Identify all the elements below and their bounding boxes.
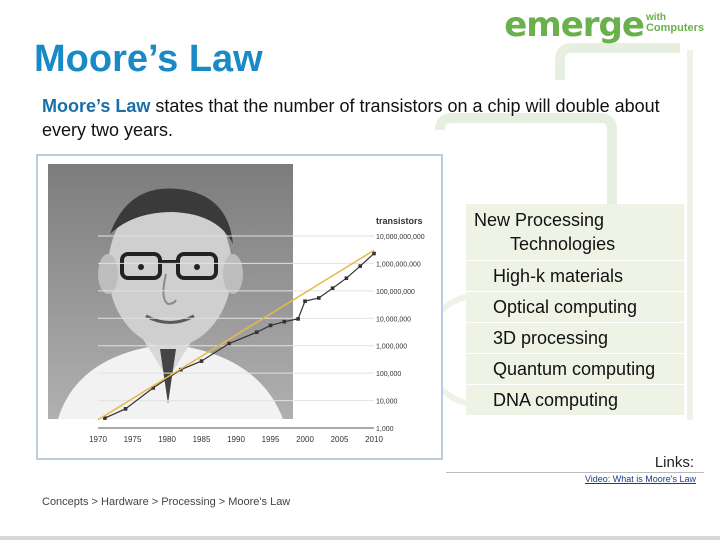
y-tick-label: 1,000,000 xyxy=(376,344,407,351)
intro-term: Moore’s Law xyxy=(42,96,151,116)
panel-heading: New Processing Technologies xyxy=(466,204,684,261)
moores-law-figure: 1970 1975 1980 1985 1990 1995 2000 2005 2010 1,00… xyxy=(36,154,443,460)
breadcrumb-hardware[interactable]: Hardware xyxy=(101,496,149,508)
data-point xyxy=(296,317,300,321)
data-point xyxy=(254,330,259,335)
logo-with: with xyxy=(645,12,666,23)
data-point xyxy=(199,359,204,363)
data-point xyxy=(372,251,376,256)
slide-title: Moore’s Law xyxy=(34,38,263,80)
breadcrumb-moores-law[interactable]: Moore's Law xyxy=(228,496,291,508)
links-divider xyxy=(446,472,704,473)
logo-wordmark: emerge xyxy=(504,5,645,45)
y-tick-label: 100,000,000 xyxy=(376,289,415,296)
data-point xyxy=(317,296,321,300)
tech-item-dna: DNA computing xyxy=(466,385,684,416)
logo-computers: Computers xyxy=(645,22,704,34)
breadcrumb: Concepts > Hardware > Processing > Moore… xyxy=(42,496,290,508)
breadcrumb-concepts[interactable]: Concepts xyxy=(42,496,89,508)
data-point xyxy=(358,264,362,268)
breadcrumb-separator: > xyxy=(148,496,162,508)
tech-item-high-k: High-k materials xyxy=(466,261,684,292)
x-tick-label: 1980 xyxy=(158,435,176,444)
y-tick-label: 10,000,000 xyxy=(376,316,411,323)
emerge-logo: emerge with Computers xyxy=(504,6,704,46)
x-tick-label: 2010 xyxy=(365,435,383,444)
y-tick-label: 1,000 xyxy=(376,426,394,433)
y-tick-label: 1,000,000,000 xyxy=(376,261,421,268)
data-point xyxy=(151,386,155,390)
transistor-count-line xyxy=(104,253,375,419)
logo-tagline: with Computers xyxy=(646,12,704,34)
tech-item-optical: Optical computing xyxy=(466,292,684,323)
transistor-chart: 1970 1975 1980 1985 1990 1995 2000 2005 2010 1,00… xyxy=(89,216,425,444)
y-tick-label: 10,000 xyxy=(376,399,398,406)
data-point xyxy=(227,341,231,346)
new-technologies-panel: New Processing Technologies High-k mater… xyxy=(466,204,684,416)
data-point xyxy=(303,299,307,303)
breadcrumb-separator: > xyxy=(88,496,102,508)
data-point xyxy=(268,323,273,328)
x-tick-label: 1990 xyxy=(227,435,245,444)
y-tick-label: 100,000 xyxy=(376,371,401,378)
x-tick-label: 1975 xyxy=(124,435,142,444)
panel-heading-line2: Technologies xyxy=(510,234,616,254)
trend-line xyxy=(97,249,375,421)
links-label: Links: xyxy=(654,454,694,471)
intro-body: states that the number of transistors on… xyxy=(42,96,660,140)
tech-item-quantum: Quantum computing xyxy=(466,354,684,385)
breadcrumb-processing[interactable]: Processing xyxy=(161,496,216,508)
intro-text: Moore’s Law states that the number of tr… xyxy=(42,94,692,142)
video-link[interactable]: Video: What is Moore's Law xyxy=(584,474,696,484)
x-tick-label: 2005 xyxy=(331,435,349,444)
y-axis-label: transistors xyxy=(376,216,423,226)
data-point xyxy=(344,276,349,280)
footer-bar xyxy=(0,536,720,540)
data-point xyxy=(330,286,335,290)
y-tick-label: 10,000,000,000 xyxy=(376,234,425,241)
data-point xyxy=(123,407,128,411)
x-tick-label: 1970 xyxy=(89,435,107,444)
x-tick-label: 1985 xyxy=(193,435,211,444)
x-tick-label: 2000 xyxy=(296,435,314,444)
data-point xyxy=(282,319,287,324)
x-tick-label: 1995 xyxy=(262,435,280,444)
tech-item-3d: 3D processing xyxy=(466,323,684,354)
panel-heading-line1: New Processing xyxy=(474,210,605,230)
breadcrumb-separator: > xyxy=(215,496,229,508)
data-point xyxy=(103,416,107,420)
